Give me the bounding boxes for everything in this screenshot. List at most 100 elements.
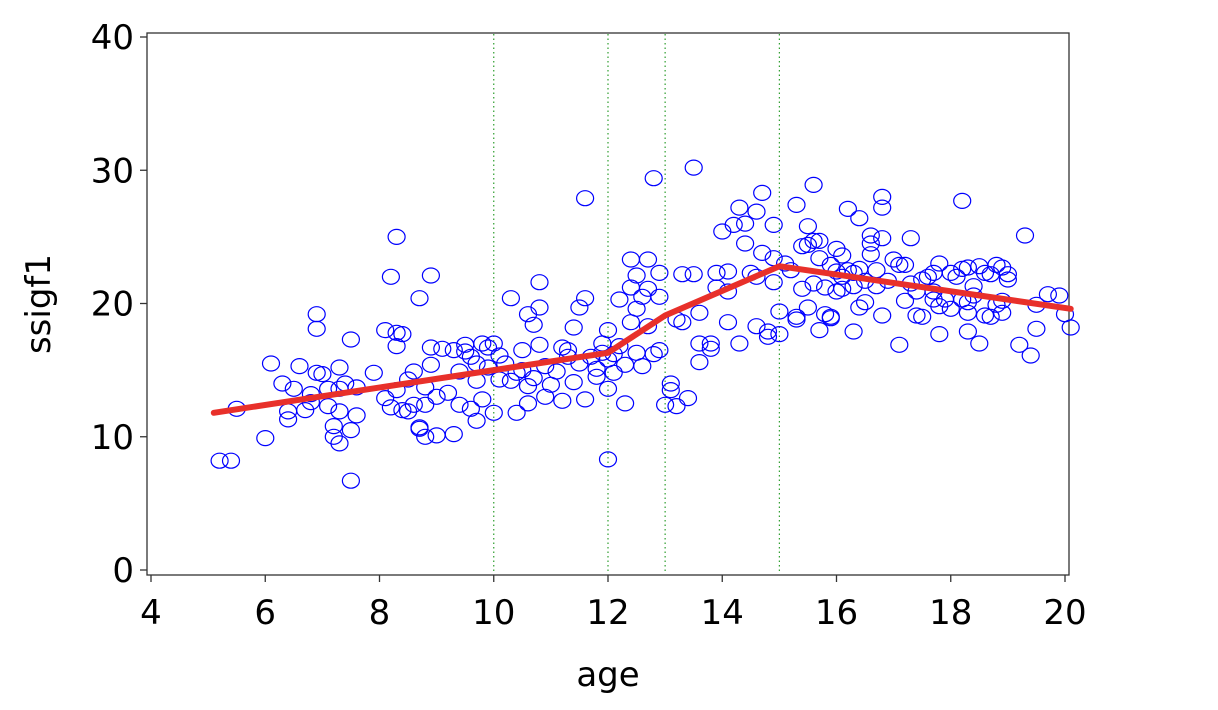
scatter-point	[804, 176, 823, 193]
scatter-point	[615, 395, 635, 412]
scatter-point	[575, 190, 595, 207]
fit-line-group	[210, 263, 1074, 416]
x-tick-label: 10	[472, 593, 515, 633]
x-tick-label: 4	[140, 593, 162, 633]
scatter-point	[381, 268, 400, 285]
scatter-point	[981, 308, 1000, 325]
scatter-point	[718, 314, 738, 331]
x-axis-title: age	[576, 655, 639, 695]
scatter-point	[930, 326, 949, 343]
scatter-point	[861, 235, 880, 252]
x-tick-label: 6	[254, 593, 276, 633]
scatter-point	[718, 263, 738, 280]
scatter-point	[673, 314, 692, 331]
scatter-point	[564, 319, 583, 336]
scatter-point	[861, 246, 880, 263]
scatter-point	[330, 359, 349, 376]
scatter-point	[838, 200, 858, 217]
scatter-point	[661, 382, 680, 399]
scatter-point	[456, 343, 475, 360]
scatter-point	[941, 264, 960, 281]
scatter-point	[650, 288, 669, 305]
scatter-point	[410, 420, 429, 437]
scatter-point	[644, 346, 663, 363]
scatter-point	[221, 452, 241, 469]
scatter-point	[787, 196, 806, 213]
x-tick-label: 20	[1043, 593, 1086, 633]
scatter-point	[833, 247, 852, 264]
scatter-point	[793, 280, 812, 297]
scatter-point	[855, 294, 875, 311]
scatter-point	[810, 232, 829, 249]
scatter-point	[427, 388, 446, 405]
scatter-point	[627, 267, 646, 284]
scatter-point	[724, 216, 743, 233]
x-tick-label: 18	[929, 593, 972, 633]
scatter-point	[638, 318, 658, 335]
scatter-point	[684, 159, 703, 176]
scatter-point	[364, 364, 383, 381]
scatter-point	[913, 308, 932, 325]
y-tick-label: 20	[91, 285, 134, 325]
scatter-point	[890, 256, 909, 273]
scatter-point	[598, 322, 618, 339]
scatter-point	[587, 368, 606, 385]
scatter-point	[530, 299, 549, 316]
scatter-point	[798, 236, 818, 253]
scatter-point	[296, 402, 315, 419]
scatter-point	[330, 435, 349, 452]
scatter-point	[850, 299, 869, 316]
scatter-point	[524, 316, 543, 333]
scatter-point	[376, 390, 395, 407]
scatter-point	[530, 336, 549, 353]
scatter-point	[575, 290, 595, 307]
x-tick-label: 14	[701, 593, 744, 633]
scatter-point	[524, 370, 543, 387]
scatter-point	[490, 347, 509, 364]
scatter-point	[655, 396, 675, 413]
scatter-point	[421, 267, 440, 284]
scatter-point	[690, 304, 709, 321]
scatter-point	[450, 396, 469, 413]
scatter-point	[404, 363, 423, 380]
scatter-point	[1050, 287, 1069, 304]
scatter-point	[324, 418, 343, 435]
scatter-point	[844, 323, 863, 340]
scatter-point	[501, 372, 520, 389]
scatter-point	[564, 374, 583, 391]
scatter-point	[319, 398, 338, 415]
scatter-point	[787, 311, 806, 328]
scatter-point	[341, 331, 360, 348]
scatter-point	[444, 426, 463, 443]
scatter-point	[536, 388, 555, 405]
scatter-point	[810, 322, 829, 339]
scatter-point	[804, 232, 823, 249]
y-tick-label: 0	[112, 551, 134, 591]
scatter-point	[256, 430, 275, 447]
scatter-point	[261, 355, 281, 372]
scatter-point	[770, 303, 789, 320]
scatter-point	[735, 235, 755, 252]
scatter-point	[273, 375, 292, 392]
fit-line	[210, 263, 1074, 416]
scatter-point	[1061, 319, 1080, 336]
scatter-point	[753, 184, 772, 201]
scatter-point	[633, 358, 652, 375]
scatter-point	[998, 271, 1018, 288]
y-axis-title: ssigf1	[19, 254, 59, 354]
scatter-point	[1027, 320, 1046, 337]
scatter-point	[518, 378, 538, 395]
scatter-point	[701, 335, 720, 352]
scatter-point	[798, 299, 818, 316]
scatter-point	[627, 300, 646, 317]
scatter-point	[895, 292, 915, 309]
scatter-point	[638, 251, 658, 268]
scatter-point	[650, 264, 669, 281]
scatter-point	[376, 322, 395, 339]
scatter-point	[307, 306, 326, 323]
scatter-point	[290, 358, 309, 375]
scatter-point	[690, 354, 709, 371]
scatter-point	[1015, 227, 1035, 244]
scatter-point	[467, 412, 486, 429]
